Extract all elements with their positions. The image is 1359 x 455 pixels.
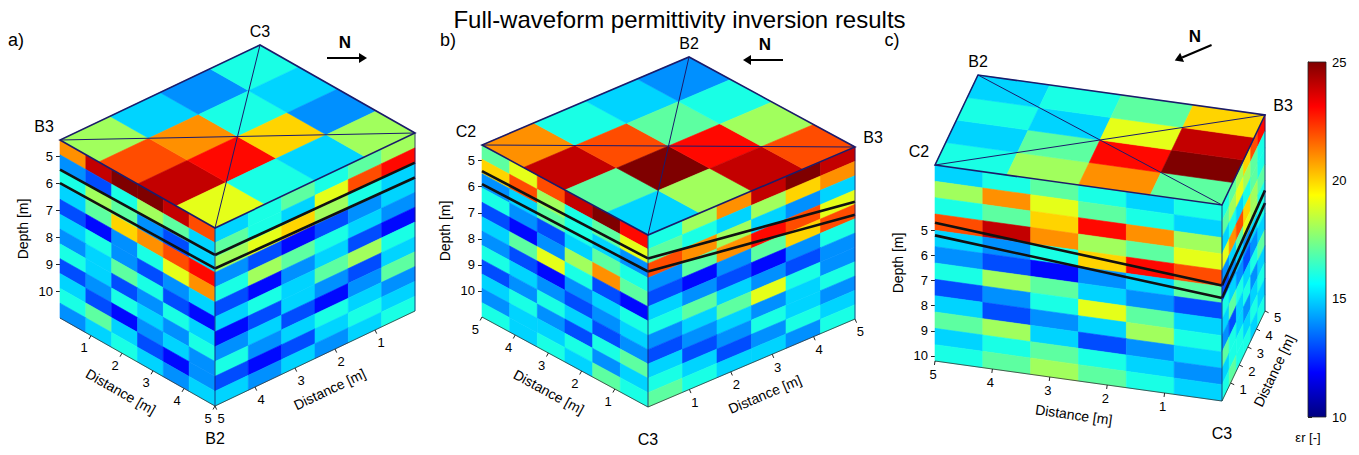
svg-text:5: 5 xyxy=(857,324,864,339)
svg-text:1: 1 xyxy=(80,340,87,355)
svg-text:3: 3 xyxy=(142,375,149,390)
svg-text:N: N xyxy=(759,35,771,54)
svg-text:5: 5 xyxy=(929,367,936,382)
svg-text:3: 3 xyxy=(1044,383,1051,398)
svg-text:5: 5 xyxy=(217,411,224,426)
svg-text:Depth [m]: Depth [m] xyxy=(890,233,906,294)
svg-text:8: 8 xyxy=(468,231,475,246)
svg-text:Distance [m]: Distance [m] xyxy=(83,365,159,417)
svg-text:8: 8 xyxy=(46,230,53,245)
svg-text:3: 3 xyxy=(297,373,304,388)
svg-text:6: 6 xyxy=(921,248,928,263)
svg-text:c): c) xyxy=(885,30,900,50)
svg-text:7: 7 xyxy=(46,203,53,218)
svg-text:C3: C3 xyxy=(250,23,271,40)
svg-text:2: 2 xyxy=(571,376,578,391)
svg-text:7: 7 xyxy=(921,273,928,288)
svg-text:C3: C3 xyxy=(1212,425,1233,442)
svg-text:Distance [m]: Distance [m] xyxy=(726,372,804,417)
svg-text:2: 2 xyxy=(733,377,740,392)
svg-text:1: 1 xyxy=(691,395,698,410)
svg-text:1: 1 xyxy=(1240,382,1247,397)
svg-text:a): a) xyxy=(8,30,24,50)
svg-text:C2: C2 xyxy=(909,143,930,160)
svg-text:9: 9 xyxy=(921,323,928,338)
svg-text:B3: B3 xyxy=(1273,97,1293,114)
svg-text:B2: B2 xyxy=(679,35,699,52)
svg-text:5: 5 xyxy=(46,149,53,164)
svg-text:4: 4 xyxy=(505,340,512,355)
svg-text:1: 1 xyxy=(1159,399,1166,414)
svg-text:10: 10 xyxy=(1332,410,1346,425)
svg-text:4: 4 xyxy=(815,342,822,357)
svg-text:5: 5 xyxy=(472,322,479,337)
svg-text:εr [-]: εr [-] xyxy=(1295,430,1320,445)
svg-text:8: 8 xyxy=(921,298,928,313)
svg-text:C3: C3 xyxy=(638,431,659,448)
svg-text:2: 2 xyxy=(1248,364,1255,379)
svg-text:Depth [m]: Depth [m] xyxy=(15,199,31,260)
svg-text:B2: B2 xyxy=(205,430,225,447)
svg-text:1: 1 xyxy=(605,394,612,409)
svg-text:1: 1 xyxy=(377,335,384,350)
svg-text:4: 4 xyxy=(987,375,994,390)
svg-text:5: 5 xyxy=(204,411,211,426)
svg-text:N: N xyxy=(1189,27,1201,46)
svg-text:5: 5 xyxy=(468,153,475,168)
svg-text:B3: B3 xyxy=(863,129,883,146)
svg-text:Distance [m]: Distance [m] xyxy=(1250,332,1298,409)
svg-text:2: 2 xyxy=(337,354,344,369)
svg-text:6: 6 xyxy=(46,176,53,191)
svg-text:Distance [m]: Distance [m] xyxy=(511,366,587,417)
svg-text:10: 10 xyxy=(461,283,475,298)
svg-text:3: 3 xyxy=(774,360,781,375)
svg-text:25: 25 xyxy=(1332,55,1346,70)
svg-text:N: N xyxy=(339,33,351,52)
svg-text:Distance [m]: Distance [m] xyxy=(291,365,368,413)
svg-text:B2: B2 xyxy=(968,53,988,70)
svg-text:Distance [m]: Distance [m] xyxy=(1034,401,1113,428)
svg-text:10: 10 xyxy=(914,348,928,363)
svg-text:7: 7 xyxy=(468,205,475,220)
svg-text:9: 9 xyxy=(46,257,53,272)
svg-text:5: 5 xyxy=(1274,310,1281,325)
svg-text:3: 3 xyxy=(1257,346,1264,361)
svg-text:4: 4 xyxy=(1265,328,1272,343)
svg-text:Depth [m]: Depth [m] xyxy=(437,201,453,262)
svg-text:B3: B3 xyxy=(34,118,54,135)
svg-text:10: 10 xyxy=(39,284,53,299)
svg-text:2: 2 xyxy=(111,358,118,373)
svg-text:b): b) xyxy=(440,30,456,50)
svg-text:5: 5 xyxy=(921,223,928,238)
svg-text:9: 9 xyxy=(468,257,475,272)
svg-text:4: 4 xyxy=(173,393,180,408)
svg-text:2: 2 xyxy=(1102,391,1109,406)
svg-text:6: 6 xyxy=(468,179,475,194)
svg-text:Full-waveform permittivity inv: Full-waveform permittivity inversion res… xyxy=(453,6,905,33)
svg-text:C2: C2 xyxy=(456,123,477,140)
svg-text:20: 20 xyxy=(1332,173,1346,188)
svg-text:3: 3 xyxy=(538,358,545,373)
svg-text:4: 4 xyxy=(257,392,264,407)
svg-text:15: 15 xyxy=(1332,291,1346,306)
